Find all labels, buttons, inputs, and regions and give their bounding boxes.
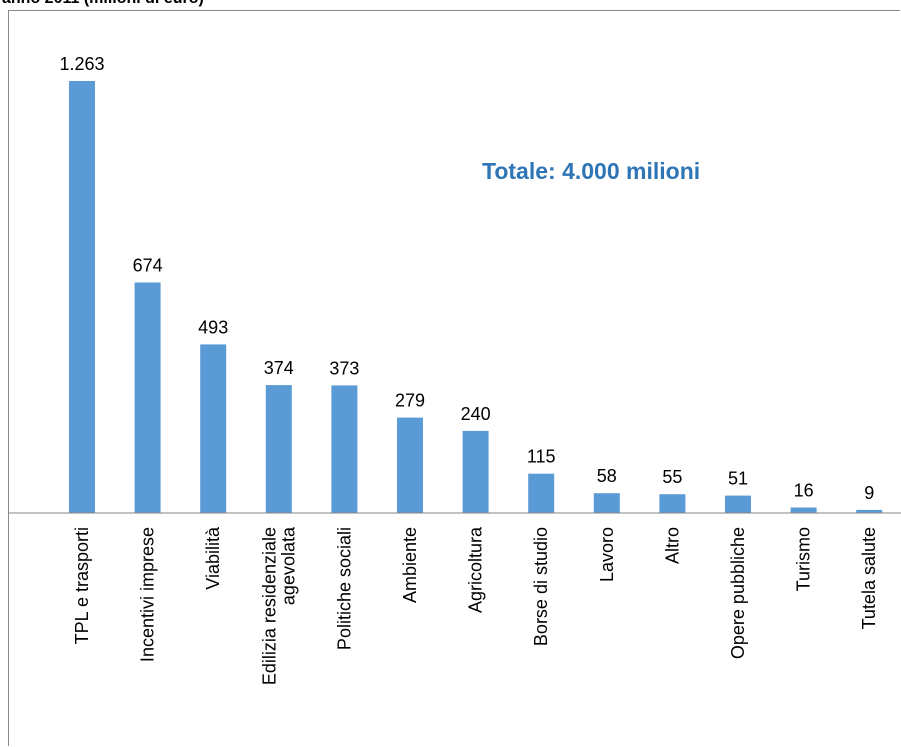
bars-layer	[69, 81, 883, 513]
value-label-5: 279	[395, 391, 425, 411]
value-label-9: 55	[662, 467, 682, 487]
value-label-12: 9	[864, 483, 874, 503]
bar-4	[331, 385, 358, 513]
category-label-8: Lavoro	[597, 527, 617, 582]
value-label-8: 58	[597, 466, 617, 486]
category-label-12: Tutela salute	[859, 527, 879, 629]
bar-3	[265, 385, 292, 513]
bar-9	[659, 494, 686, 513]
value-label-11: 16	[794, 481, 814, 501]
bar-6	[462, 430, 489, 513]
category-label-6: Agricoltura	[466, 526, 486, 613]
category-label-10: Opere pubbliche	[728, 527, 748, 659]
value-label-4: 373	[329, 358, 359, 378]
bar-5	[397, 417, 423, 513]
value-label-3: 374	[264, 358, 294, 378]
bar-7	[528, 473, 555, 513]
value-label-7: 115	[527, 447, 556, 467]
category-label-11: Turismo	[794, 527, 814, 591]
bar-8	[593, 493, 620, 513]
chart-title-partial: anno 2011 (milioni di euro)	[2, 0, 204, 8]
value-label-10: 51	[728, 469, 748, 489]
total-annotation: Totale: 4.000 milioni	[482, 158, 700, 184]
chart-area: 1.263 674 493 374 373 279 240 115 58 55 51 16 9 TPL …	[8, 10, 901, 746]
value-label-6: 240	[461, 404, 491, 424]
value-label-2: 493	[198, 317, 228, 337]
category-label-0: TPL e trasporti	[72, 527, 92, 644]
bar-12	[856, 509, 883, 513]
category-label-2: Viabilità	[203, 526, 223, 590]
bar-chart: 1.263 674 493 374 373 279 240 115 58 55 51 16 9 TPL …	[9, 54, 901, 685]
value-label-1: 674	[133, 256, 163, 276]
category-label-1: Incentivi imprese	[138, 527, 158, 662]
bar-2	[200, 344, 227, 513]
category-labels-layer: TPL e trasporti Incentivi imprese Viabilit…	[72, 526, 879, 685]
category-label-7: Borse di studio	[531, 527, 551, 646]
bar-0	[69, 81, 95, 513]
category-label-3: Edilizia residenzialeagevolata	[259, 526, 298, 685]
value-labels-layer: 1.263 674 493 374 373 279 240 115 58 55 51 16 9	[59, 54, 874, 503]
bar-1	[134, 282, 161, 513]
bar-11	[790, 507, 817, 513]
category-label-5: Ambiente	[400, 527, 420, 603]
value-label-0: 1.263	[59, 54, 104, 74]
category-label-4: Politiche sociali	[334, 527, 354, 650]
bar-10	[725, 495, 751, 513]
category-label-9: Altro	[662, 527, 682, 564]
